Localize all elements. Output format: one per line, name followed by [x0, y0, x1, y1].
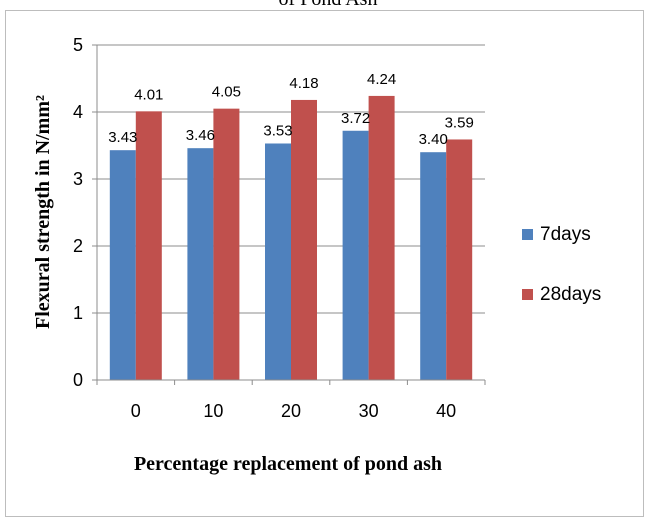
legend-swatch-7days	[522, 229, 533, 240]
axes: 0 1 2 3 4 5 0 10 20 30 40	[73, 35, 486, 421]
data-label: 3.59	[445, 114, 474, 131]
data-label: 3.43	[108, 129, 137, 146]
bar-7days-20	[265, 143, 291, 380]
x-tick-label: 0	[131, 401, 141, 421]
data-labels: 3.43 4.01 3.46 4.05 3.53 4.18 3.72 4.24 3.403.59	[108, 71, 474, 148]
data-label: 4.01	[134, 86, 163, 103]
bar-7days-30	[342, 130, 369, 380]
y-tick-label: 2	[73, 236, 83, 256]
x-axis-title: Percentage replacement of pond ash	[134, 453, 442, 475]
y-tick-label: 5	[73, 35, 83, 55]
y-tick-label: 3	[73, 169, 83, 189]
bar-28days-0	[135, 111, 162, 380]
data-label: 4.05	[212, 84, 241, 101]
data-label: 4.24	[367, 71, 396, 88]
x-tick-label: 30	[359, 401, 379, 421]
legend-swatch-28days	[522, 289, 533, 300]
x-tick-label: 10	[203, 401, 223, 421]
bar-7days-0	[109, 150, 136, 380]
data-label: 3.53	[263, 122, 292, 139]
legend-label: 7days	[540, 224, 591, 245]
legend: 7days 28days	[522, 224, 601, 305]
y-tick-label: 1	[73, 303, 83, 323]
chart-frame	[5, 10, 644, 517]
data-label: 3.72	[341, 110, 370, 127]
y-tick-label: 4	[73, 102, 83, 122]
data-label: 3.46	[186, 127, 215, 144]
bars	[109, 95, 473, 381]
data-label: 3.40	[419, 131, 448, 148]
x-tick-label: 40	[436, 401, 456, 421]
bar-28days-20	[291, 99, 317, 380]
bar-28days-30	[368, 95, 395, 381]
legend-label: 28days	[540, 284, 601, 305]
data-label: 4.18	[289, 75, 318, 92]
y-tick-label: 0	[73, 370, 83, 390]
x-tick-label: 20	[281, 401, 301, 421]
bar-28days-10	[213, 108, 240, 381]
bar-28days-40	[446, 139, 473, 380]
bar-7days-40	[420, 152, 447, 380]
y-axis-title: Flexural strength in N/mm²	[32, 95, 54, 329]
chart-caption: of Pond Ash	[0, 0, 656, 11]
bar-7days-10	[187, 148, 214, 380]
